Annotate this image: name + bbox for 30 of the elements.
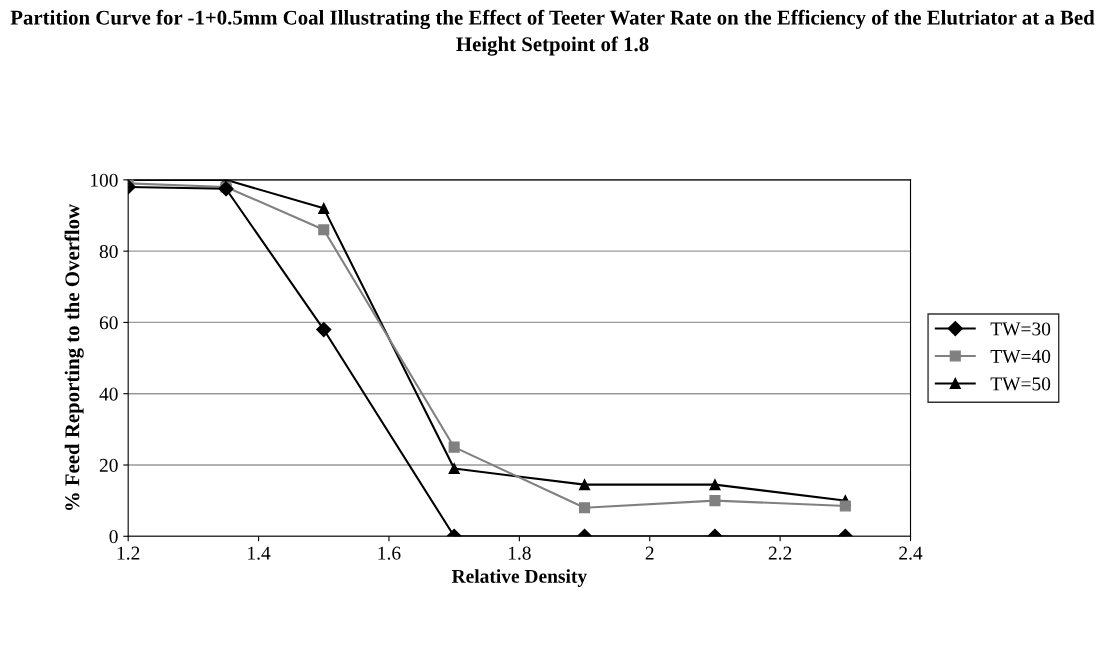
point	[318, 224, 330, 236]
legend-label: TW=40	[990, 349, 1051, 364]
y-axis-title: % Feed Reporting to the Overflow	[64, 203, 84, 511]
point	[578, 479, 591, 491]
point	[839, 500, 851, 512]
x-tick-label: 2	[645, 546, 654, 560]
point	[318, 202, 330, 214]
legend-label: TW=30	[990, 322, 1051, 336]
point	[709, 495, 721, 507]
point	[578, 502, 591, 514]
y-tick-label: 0	[109, 530, 118, 544]
point	[316, 321, 332, 338]
x-axis-title: Relative Density	[451, 569, 587, 587]
chart-title: Partition Curve for -1+0.5mm Coal Illustrating the Effect of Teeter Water Rate on the Efficiency of the Elutriator at a Bed Height Setpoint of 1.8	[10, 9, 1095, 56]
point	[448, 463, 460, 475]
y-tick-label: 40	[99, 387, 118, 401]
x-tick-label: 1.8	[508, 546, 531, 560]
x-tick-label: 1.2	[117, 546, 140, 560]
point	[448, 441, 460, 453]
y-tick-label: 100	[91, 173, 118, 187]
y-tick-label: 60	[99, 316, 118, 330]
x-tick-label: 1.6	[378, 546, 401, 560]
y-tick-label: 20	[99, 458, 118, 472]
y-tick-label: 80	[99, 244, 118, 259]
point	[218, 181, 234, 197]
x-tick-label: 2.4	[899, 546, 923, 560]
x-tick-label: 1.4	[248, 546, 271, 560]
x-tick-label: 2.2	[768, 546, 792, 560]
point	[709, 479, 721, 491]
legend-label: TW=50	[990, 377, 1051, 391]
